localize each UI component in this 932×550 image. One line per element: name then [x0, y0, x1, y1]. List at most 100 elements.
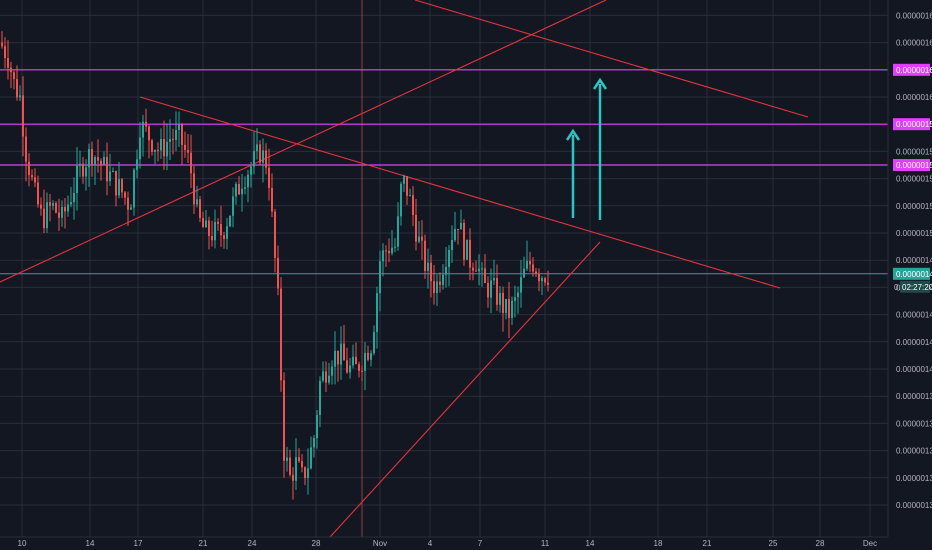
candle-body: [505, 298, 507, 313]
trendline: [414, 0, 809, 118]
candle-body: [214, 221, 216, 241]
candles: [1, 31, 549, 500]
candle-body: [142, 121, 144, 138]
candle-body: [391, 247, 393, 254]
candle-body: [154, 149, 156, 152]
level-price-label: 0.00000158: [896, 120, 932, 129]
candle-body: [190, 152, 192, 174]
candle-body: [511, 300, 513, 318]
candle-body: [232, 196, 234, 216]
candle-body: [307, 468, 309, 478]
candle-body: [250, 166, 252, 175]
candle-body: [169, 138, 171, 142]
candle-body: [223, 235, 225, 239]
candle-body: [148, 126, 150, 141]
candle-body: [436, 281, 438, 293]
candle-body: [163, 138, 165, 157]
candle-body: [433, 281, 435, 293]
candle-body: [415, 214, 417, 242]
candle-body: [292, 474, 294, 481]
candle-body: [187, 149, 189, 153]
candle-body: [160, 138, 162, 151]
candle-body: [208, 220, 210, 237]
level-price-label-bg: [893, 63, 930, 76]
candle-body: [271, 187, 273, 212]
time-tick-label: 25: [769, 539, 778, 548]
candle-body: [52, 203, 54, 206]
candle-body: [256, 144, 258, 152]
candle-body: [238, 184, 240, 195]
candle-body: [370, 353, 372, 360]
candle-body: [244, 187, 246, 189]
candle-body: [61, 207, 63, 218]
candle-body: [460, 222, 462, 230]
time-axis[interactable]: 10 14 17 21 24 28 Nov 4 7 11 14 18 21 25 28 Dec: [0, 536, 888, 550]
candle-body: [319, 380, 321, 415]
candle-body: [28, 161, 30, 176]
candle-body: [220, 224, 222, 236]
candle-body: [103, 156, 105, 165]
candle-body: [85, 167, 87, 177]
time-tick-label: 4: [428, 539, 433, 548]
trendline: [329, 241, 601, 538]
candle-body: [172, 138, 174, 141]
time-tick-label: 14: [586, 539, 595, 548]
candle-body: [331, 366, 333, 376]
candle-body: [463, 222, 465, 260]
candle-body: [247, 174, 249, 188]
candle-body: [133, 169, 135, 208]
candle-body: [544, 278, 546, 283]
time-tick-label: 24: [248, 539, 257, 548]
candle-body: [499, 292, 501, 305]
projection-arrows: [565, 77, 608, 220]
candle-body: [469, 239, 471, 268]
trendline: [0, 0, 607, 283]
level-price-label: 0.00000162: [896, 66, 932, 75]
price-tick-label: 0.00000148: [896, 256, 932, 265]
candle-body: [340, 343, 342, 365]
candle-body: [316, 414, 318, 439]
candle-body: [46, 202, 48, 229]
candle-body: [412, 195, 414, 215]
candle-body: [4, 46, 6, 59]
current-price-label: 0.00000147: [896, 270, 932, 279]
time-axis-bg: [0, 537, 888, 550]
candle-body: [205, 220, 207, 228]
candle-body: [97, 157, 99, 161]
candle-body: [106, 156, 108, 182]
candle-body: [268, 167, 270, 188]
price-tick-label: 0.00000164: [896, 39, 932, 48]
arrow-head: [565, 128, 581, 141]
candle-body: [34, 177, 36, 183]
candle-body: [529, 260, 531, 265]
time-tick-label: 28: [312, 539, 321, 548]
candle-body: [121, 179, 123, 193]
candle-body: [457, 229, 459, 231]
candle-body: [43, 208, 45, 229]
candle-body: [352, 356, 354, 366]
candle-body: [295, 457, 297, 481]
candle-body: [82, 163, 84, 177]
candle-body: [349, 365, 351, 373]
price-tick-label: 0.00000138: [896, 392, 932, 401]
candle-body: [382, 250, 384, 262]
candle-body: [424, 240, 426, 271]
candle-body: [310, 447, 312, 469]
candle-body: [22, 95, 24, 137]
candle-body: [367, 352, 369, 360]
candle-body: [40, 204, 42, 209]
candle-body: [49, 202, 51, 206]
candle-body: [373, 331, 375, 354]
candle-body: [325, 371, 327, 383]
candle-body: [397, 216, 399, 247]
candle-body: [343, 343, 345, 361]
candle-body: [400, 183, 402, 217]
candle-body: [541, 278, 543, 282]
